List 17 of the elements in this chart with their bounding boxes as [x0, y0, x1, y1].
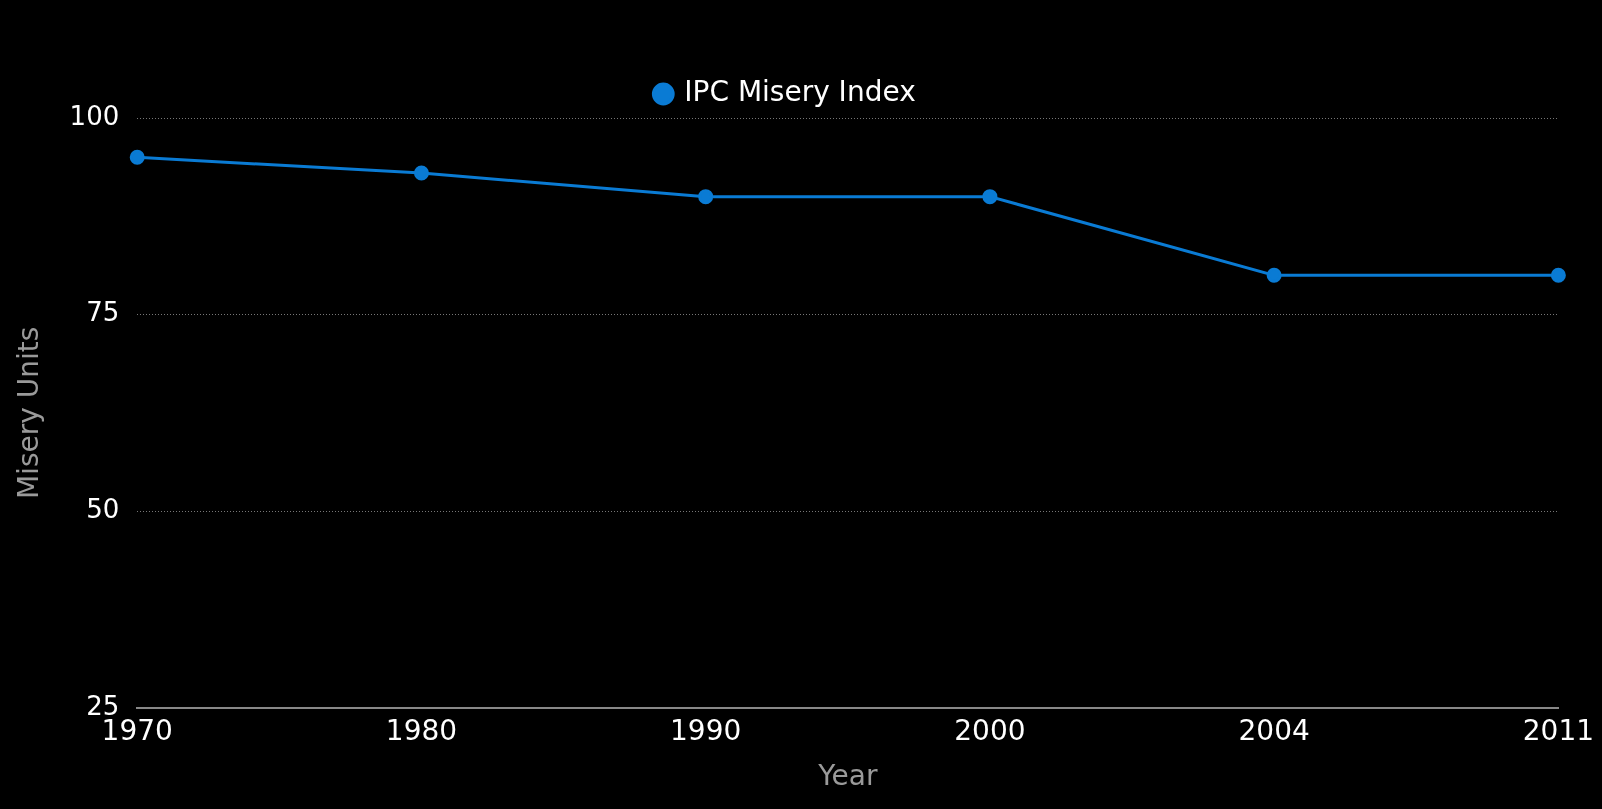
x-tick-label: 2011 — [1522, 713, 1594, 747]
y-tick-label: 50 — [86, 493, 120, 524]
point — [982, 189, 998, 205]
x-tick-label: 2004 — [1238, 713, 1310, 747]
x-tick-label: 1980 — [385, 713, 458, 747]
point — [1550, 267, 1566, 283]
point — [129, 149, 145, 165]
x-tick-label: 2000 — [954, 713, 1026, 747]
legend-label: IPC Misery Index — [684, 75, 916, 109]
y-axis-title: Misery Units — [12, 326, 46, 500]
point — [698, 189, 714, 205]
point — [1266, 267, 1282, 283]
y-tick-label: 75 — [86, 297, 120, 328]
point — [413, 165, 429, 181]
y-tick-label: 100 — [69, 100, 120, 131]
x-tick-label: 1990 — [670, 713, 742, 747]
x-axis-title: Year — [817, 759, 878, 793]
